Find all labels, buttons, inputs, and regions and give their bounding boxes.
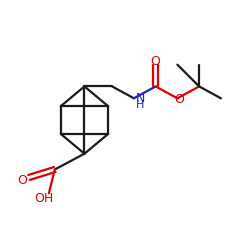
Text: OH: OH [34,192,54,205]
Text: N: N [136,92,145,105]
Text: H: H [136,100,144,110]
Text: O: O [17,174,27,187]
Text: O: O [174,93,184,106]
Text: O: O [151,55,160,68]
